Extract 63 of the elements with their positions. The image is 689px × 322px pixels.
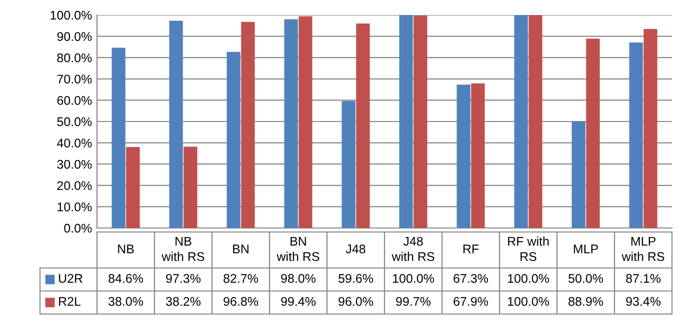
data-label: 98.0% [281, 274, 316, 283]
y-tick-label: 90.0% [57, 32, 92, 41]
bar [572, 122, 586, 228]
x-tick-label: NB with RS [162, 236, 204, 261]
bar [528, 15, 542, 228]
data-label: 97.3% [166, 274, 201, 283]
data-label: 67.9% [454, 297, 488, 306]
x-tick-label: RF [463, 244, 479, 254]
x-tick-label: RF with RS [508, 236, 549, 261]
data-label: 96.0% [338, 297, 374, 306]
bar [342, 101, 356, 228]
bar [126, 147, 140, 228]
y-tick-label: 80.0% [57, 53, 92, 62]
y-tick-label: 20.0% [57, 181, 92, 190]
bar [644, 29, 658, 228]
data-label: 82.7% [224, 274, 258, 283]
data-label: 38.0% [108, 297, 144, 306]
bar [226, 52, 240, 228]
data-label: 88.9% [568, 297, 604, 306]
data-label: 93.4% [626, 297, 661, 306]
x-tick-label: NB [118, 244, 134, 254]
bar [514, 15, 528, 228]
bar [284, 19, 298, 228]
legend-label: U2R [58, 274, 82, 283]
bar [586, 38, 600, 228]
bar [629, 42, 643, 228]
data-label: 100.0% [508, 274, 550, 283]
x-tick-label: J48 [346, 244, 366, 254]
y-tick-label: 10.0% [58, 202, 92, 212]
data-label: 38.2% [166, 297, 201, 306]
x-tick-label: BN with RS [276, 236, 320, 261]
data-label: 100.0% [508, 297, 550, 306]
data-label: 67.3% [454, 274, 488, 283]
legend-label: R2L [59, 297, 81, 306]
bar [399, 15, 413, 228]
bar [356, 24, 370, 228]
x-tick-label: J48 with RS [392, 236, 434, 261]
y-tick-label: 30.0% [57, 160, 92, 169]
bar [471, 83, 485, 228]
data-label: 99.4% [281, 297, 316, 306]
y-tick-label: 100.0% [50, 10, 92, 20]
x-tick-label: BN [233, 244, 248, 254]
data-label: 100.0% [393, 274, 434, 283]
x-tick-label: MLP [574, 244, 598, 254]
bar [112, 48, 126, 228]
data-label: 96.8% [224, 297, 258, 306]
y-tick-label: 40.0% [56, 138, 92, 148]
data-label: 84.6% [108, 274, 144, 283]
bar [456, 84, 470, 228]
y-tick-label: 0.0% [64, 224, 92, 233]
bar [169, 20, 183, 228]
data-label: 87.1% [626, 274, 661, 283]
x-tick-label: MLP with RS [622, 236, 664, 261]
data-label: 59.6% [338, 274, 374, 283]
bar [298, 16, 312, 228]
y-tick-label: 60.0% [57, 96, 92, 105]
bar [241, 22, 255, 228]
bar [184, 146, 198, 228]
data-label: 50.0% [568, 274, 604, 283]
y-tick-label: 70.0% [57, 74, 92, 84]
data-label: 99.7% [396, 297, 431, 306]
bar [414, 16, 428, 228]
y-tick-label: 50.0% [57, 117, 92, 126]
